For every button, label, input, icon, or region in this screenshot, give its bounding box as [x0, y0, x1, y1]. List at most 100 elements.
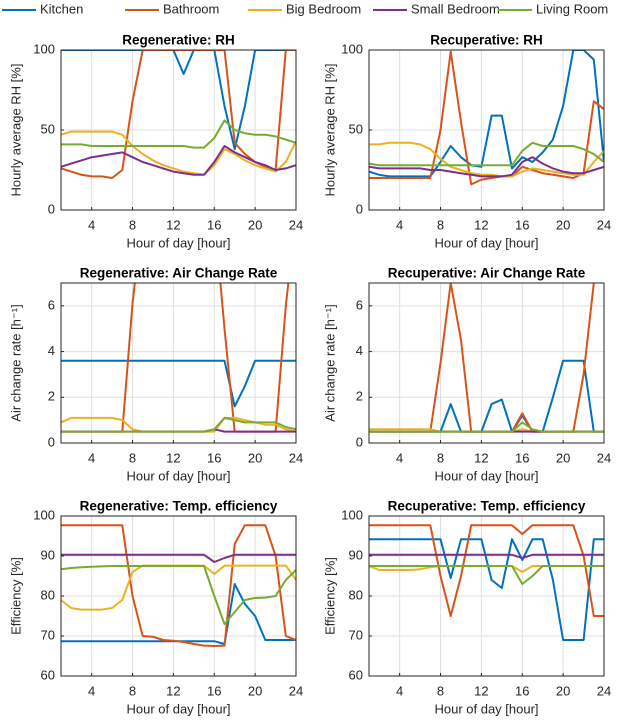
series-line: [369, 565, 604, 585]
y-axis-label: Air change rate [h⁻¹]: [322, 304, 337, 421]
x-tick-label: 12: [166, 450, 180, 465]
x-tick-label: 12: [474, 683, 488, 698]
y-tick-label: 0: [48, 434, 55, 449]
series-line: [369, 141, 604, 167]
plot-lines: [369, 283, 604, 433]
legend-label: Kitchen: [40, 1, 83, 16]
x-tick-label: 4: [88, 450, 95, 465]
plot-area: [61, 283, 296, 443]
y-tick-label: 60: [349, 667, 363, 682]
y-tick-label: 2: [48, 389, 55, 404]
y-tick-label: 2: [356, 389, 363, 404]
y-tick-label: 6: [356, 297, 363, 312]
x-tick-label: 4: [88, 217, 95, 232]
y-tick-label: 60: [41, 667, 55, 682]
series-line: [369, 50, 604, 178]
x-tick-label: 16: [515, 450, 529, 465]
x-tick-label: 24: [597, 217, 611, 232]
y-tick-label: 0: [356, 201, 363, 216]
x-tick-label: 16: [207, 217, 221, 232]
y-axis-label: Hourly average RH [%]: [322, 64, 337, 197]
x-tick-label: 12: [474, 217, 488, 232]
x-tick-label: 20: [556, 450, 570, 465]
x-axis-label: Hour of day [hour]: [126, 468, 230, 483]
x-tick-label: 20: [556, 683, 570, 698]
plot-lines: [369, 50, 604, 186]
x-tick-label: 16: [207, 450, 221, 465]
y-axis-label: Air change rate [h⁻¹]: [8, 304, 23, 421]
y-tick-label: 6: [48, 297, 55, 312]
series-line: [61, 50, 296, 151]
x-tick-label: 20: [556, 217, 570, 232]
chart-title: Regenerative: RH: [122, 33, 235, 48]
x-tick-label: 16: [207, 683, 221, 698]
series-line: [61, 145, 296, 176]
series-line: [61, 130, 296, 176]
x-tick-label: 4: [396, 450, 403, 465]
y-tick-label: 100: [33, 507, 55, 522]
y-tick-label: 50: [349, 121, 363, 136]
x-tick-label: 4: [396, 217, 403, 232]
chart-title: Regenerative: Air Change Rate: [80, 266, 278, 281]
y-tick-label: 70: [349, 627, 363, 642]
series-line: [369, 156, 604, 178]
x-tick-label: 24: [597, 683, 611, 698]
y-tick-label: 90: [349, 547, 363, 562]
x-tick-label: 8: [129, 683, 136, 698]
x-tick-label: 20: [248, 683, 262, 698]
chart-title: Regenerative: Temp. efficiency: [80, 499, 278, 514]
y-tick-label: 100: [341, 41, 363, 56]
series-line: [369, 421, 604, 433]
x-tick-label: 12: [474, 450, 488, 465]
x-axis-label: Hour of day [hour]: [434, 468, 538, 483]
x-tick-label: 8: [437, 217, 444, 232]
series-line: [61, 359, 296, 408]
x-tick-label: 16: [515, 683, 529, 698]
legend-label: Big Bedroom: [286, 1, 361, 16]
plot-lines: [61, 283, 296, 433]
x-tick-label: 24: [289, 683, 303, 698]
series-line: [369, 553, 604, 559]
y-tick-label: 100: [341, 507, 363, 522]
y-tick-label: 0: [48, 201, 55, 216]
x-tick-label: 8: [129, 450, 136, 465]
x-tick-label: 4: [88, 683, 95, 698]
series-line: [61, 416, 296, 433]
x-tick-label: 8: [129, 217, 136, 232]
x-tick-label: 20: [248, 217, 262, 232]
y-axis-label: Efficiency [%]: [322, 557, 337, 635]
axes-box: [368, 282, 605, 444]
x-tick-label: 4: [396, 683, 403, 698]
x-axis-label: Hour of day [hour]: [126, 235, 230, 250]
chart-title: Recuperative: Air Change Rate: [388, 266, 586, 281]
x-axis-label: Hour of day [hour]: [434, 701, 538, 716]
y-tick-label: 80: [349, 587, 363, 602]
axes-box: [60, 282, 297, 444]
plot-lines: [61, 50, 296, 179]
plot-lines: [61, 524, 296, 647]
y-tick-label: 50: [41, 121, 55, 136]
x-tick-label: 24: [289, 450, 303, 465]
y-tick-label: 4: [48, 343, 55, 358]
axes-box: [368, 515, 605, 677]
x-axis-label: Hour of day [hour]: [434, 235, 538, 250]
axes-box: [60, 49, 297, 211]
y-tick-label: 80: [41, 587, 55, 602]
x-axis-label: Hour of day [hour]: [126, 701, 230, 716]
x-tick-label: 24: [597, 450, 611, 465]
x-tick-label: 8: [437, 450, 444, 465]
series-line: [61, 553, 296, 563]
plot-lines: [369, 524, 604, 641]
y-tick-label: 70: [41, 627, 55, 642]
series-line: [369, 524, 604, 617]
legend-label: Small Bedroom: [411, 1, 500, 16]
series-line: [61, 565, 296, 625]
legend-label: Living Room: [536, 1, 608, 16]
chart-title: Recuperative: Temp. efficiency: [388, 499, 586, 514]
y-tick-label: 100: [33, 41, 55, 56]
y-tick-label: 90: [41, 547, 55, 562]
chart-title: Recuperative: RH: [430, 33, 543, 48]
x-tick-label: 20: [248, 450, 262, 465]
series-line: [61, 119, 296, 149]
